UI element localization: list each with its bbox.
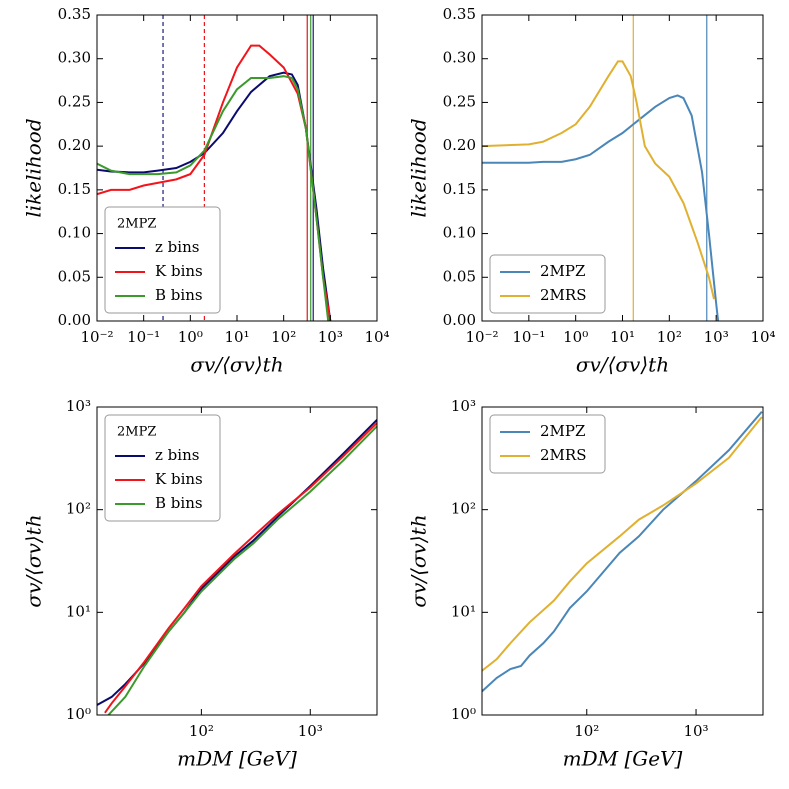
legend-box [104, 206, 221, 314]
data-line [107, 425, 377, 715]
x-tick-label: 10³ [298, 722, 323, 740]
y-tick-label: 10³ [66, 397, 91, 415]
y-tick-label: 0.35 [58, 5, 91, 23]
data-line [97, 75, 330, 321]
panel: 0.00 0.05 0.10 0.15 0.20 0.25 0.30 0.35 10⁻² 10⁻¹… [22, 5, 390, 377]
y-tick-label: 10² [66, 500, 91, 518]
x-tick-label: 10² [657, 328, 682, 346]
legend-label: 2MPZ [540, 262, 585, 280]
panel: 0.00 0.05 0.10 0.15 0.20 0.25 0.30 0.35 10⁻² 10⁻¹… [407, 5, 776, 377]
y-axis-label: likelihood [407, 118, 431, 217]
y-tick-label: 10⁰ [66, 705, 91, 723]
legend-box [489, 414, 606, 474]
y-tick-label: 0.10 [443, 224, 476, 242]
legend-label: 2MPZ [540, 422, 585, 440]
y-tick-label: 0.30 [443, 49, 476, 67]
y-tick-label: 0.15 [443, 180, 476, 198]
y-axis-label: σv/⟨σv⟩th [407, 514, 431, 607]
x-tick-label: 10⁻¹ [512, 328, 545, 346]
y-tick-label: 0.35 [443, 5, 476, 23]
y-tick-label: 0.05 [443, 267, 476, 285]
x-axis-label: mDM [GeV] [177, 747, 297, 771]
x-tick-label: 10⁻¹ [127, 328, 160, 346]
x-tick-label: 10⁻² [80, 328, 113, 346]
legend: 2MPZ 2MRS [489, 254, 606, 314]
y-tick-label: 0.00 [443, 311, 476, 329]
axes-frame [481, 406, 764, 716]
x-tick-label: 10³ [318, 328, 343, 346]
y-tick-label: 0.05 [58, 267, 91, 285]
legend-label: 2MRS [540, 286, 586, 304]
y-tick-label: 0.30 [58, 49, 91, 67]
legend: 2MPZ z bins K bins B bins [104, 414, 221, 522]
legend-label: z bins [155, 238, 199, 256]
y-tick-label: 10¹ [451, 602, 476, 620]
legend-label: K bins [155, 470, 203, 488]
legend-box [104, 414, 221, 522]
legend-box [489, 254, 606, 314]
x-axis-label: σv/⟨σv⟩th [576, 353, 669, 377]
x-tick-label: 10⁰ [563, 328, 588, 346]
legend: 2MPZ 2MRS [489, 414, 606, 474]
x-tick-label: 10² [271, 328, 296, 346]
y-tick-label: 0.10 [58, 224, 91, 242]
x-tick-label: 10² [574, 722, 599, 740]
legend-title: 2MPZ [117, 425, 156, 440]
legend-label: z bins [155, 446, 199, 464]
y-tick-label: 0.25 [58, 92, 91, 110]
legend-title: 2MPZ [117, 217, 156, 232]
x-tick-label: 10⁻² [465, 328, 498, 346]
y-tick-label: 10² [451, 500, 476, 518]
x-axis-label: σv/⟨σv⟩th [190, 353, 283, 377]
data-line [482, 60, 715, 300]
x-tick-label: 10⁴ [750, 328, 775, 346]
x-tick-label: 10² [189, 722, 214, 740]
axes-frame [96, 406, 378, 716]
x-tick-label: 10¹ [610, 328, 635, 346]
y-tick-label: 0.20 [443, 136, 476, 154]
x-tick-label: 10³ [704, 328, 729, 346]
y-tick-label: 0.20 [58, 136, 91, 154]
legend: 2MPZ z bins K bins B bins [104, 206, 221, 314]
y-axis-label: σv/⟨σv⟩th [22, 514, 46, 607]
legend-label: B bins [155, 494, 203, 512]
legend-label: 2MRS [540, 446, 586, 464]
x-tick-label: 10³ [683, 722, 708, 740]
x-axis-label: mDM [GeV] [563, 747, 683, 771]
y-tick-label: 10¹ [66, 602, 91, 620]
legend-label: K bins [155, 262, 203, 280]
data-line [482, 94, 720, 321]
x-tick-label: 10⁴ [364, 328, 389, 346]
y-axis-label: likelihood [22, 118, 46, 217]
data-line [104, 422, 377, 714]
legend-label: B bins [155, 286, 203, 304]
y-tick-label: 0.00 [58, 311, 91, 329]
x-tick-label: 10⁰ [178, 328, 203, 346]
data-line [482, 416, 763, 672]
y-tick-label: 0.25 [443, 92, 476, 110]
y-tick-label: 10⁰ [451, 705, 476, 723]
x-tick-label: 10¹ [224, 328, 249, 346]
y-tick-label: 10³ [451, 397, 476, 415]
y-tick-label: 0.15 [58, 180, 91, 198]
